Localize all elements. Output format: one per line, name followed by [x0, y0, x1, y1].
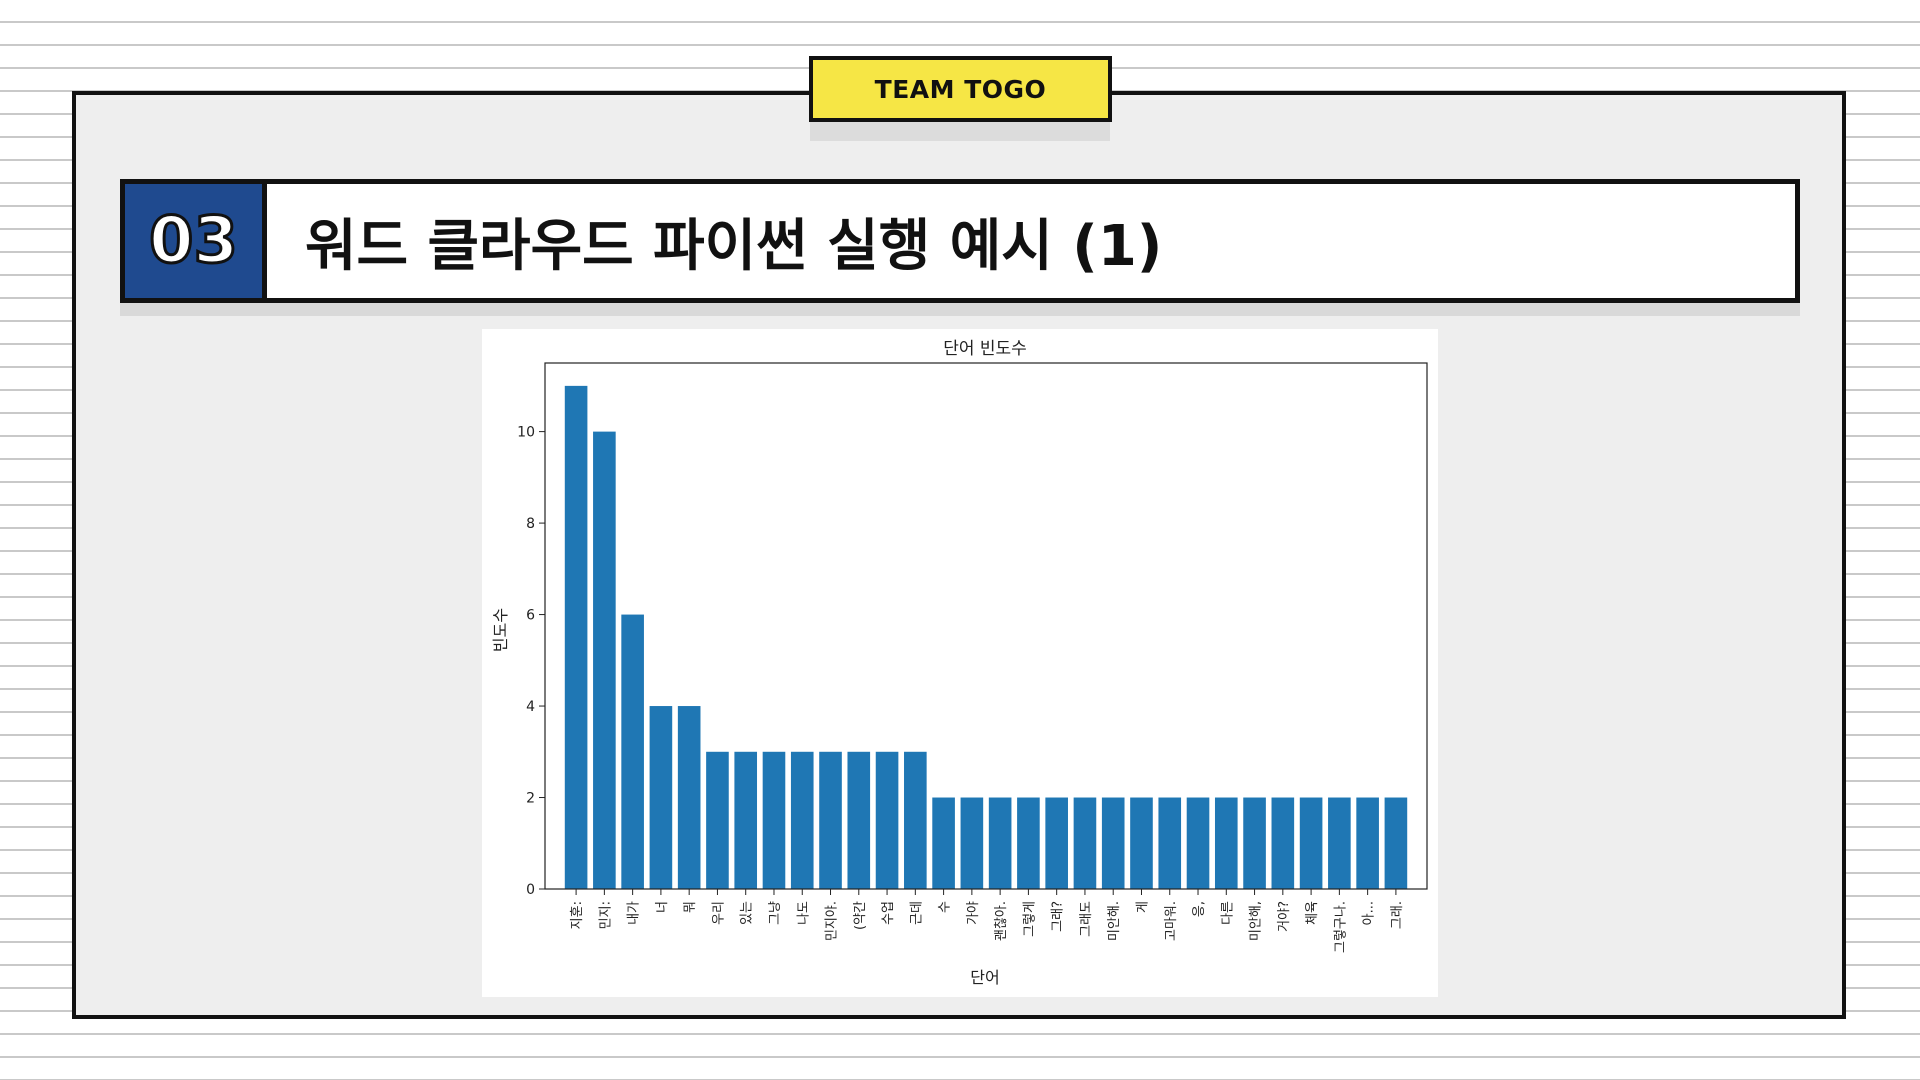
section-number: 03 — [125, 184, 267, 298]
bar-28 — [1328, 797, 1351, 889]
x-tick-label: 너 — [655, 901, 670, 913]
title-bar: 03 워드 클라우드 파이썬 실행 예시 (1) — [120, 179, 1800, 303]
bar-26 — [1271, 797, 1295, 889]
bar-20 — [1101, 797, 1125, 889]
x-tick-label: 있는 — [740, 901, 755, 925]
bar-18 — [1045, 797, 1068, 889]
x-tick-label: 민지야. — [825, 901, 840, 941]
chart-panel: 단어 빈도수 단어 빈도수 0 2 4 6 8 10 지훈: 민지: 내가 너 뭐 우리 있는 그냥 나도 민… — [482, 329, 1438, 997]
x-tick-label: 미안해. — [1107, 901, 1122, 941]
x-tick-label: 민지: — [598, 901, 613, 929]
bar-19 — [1073, 797, 1097, 889]
y-tick-label: 4 — [526, 699, 535, 715]
chart-title: 단어 빈도수 — [943, 339, 1027, 359]
x-tick-label: 우리 — [711, 901, 726, 925]
page-title: 워드 클라우드 파이썬 실행 예시 (1) — [305, 213, 1163, 279]
x-tick-label: 나도 — [796, 901, 811, 925]
x-tick-label: 수 — [938, 901, 953, 913]
x-tick-label: 미안해, — [1249, 901, 1264, 941]
plot-area: 0 2 4 6 8 10 지훈: 민지: 내가 너 뭐 우리 있는 그냥 나도 민지야. (약간 수업 근데 수 가야 괜… — [517, 362, 1428, 953]
x-tick-label: 그래. — [1390, 901, 1405, 929]
bar-14 — [932, 797, 955, 889]
bar-11 — [847, 751, 871, 889]
bar-24 — [1214, 797, 1238, 889]
x-tick-label: 거야? — [1277, 901, 1292, 932]
x-tick-label: 뭐 — [683, 901, 698, 913]
bar-3 — [621, 614, 644, 889]
x-tick-label: 그래도 — [1079, 901, 1094, 937]
x-tick-label: (약간 — [853, 901, 868, 930]
y-tick-label: 0 — [526, 882, 535, 898]
team-badge: TEAM TOGO — [809, 56, 1112, 122]
x-tick-label: 체육 — [1305, 901, 1320, 925]
bar-7 — [734, 751, 758, 889]
x-tick-label: 고마워. — [1164, 901, 1179, 941]
bar-30 — [1384, 797, 1408, 889]
bar-27 — [1299, 797, 1323, 889]
bar-1 — [564, 385, 588, 889]
x-tick-label: 근데 — [909, 901, 924, 925]
x-tick-label: 응, — [1192, 901, 1207, 917]
bar-13 — [904, 751, 927, 889]
y-axis-label: 빈도수 — [491, 608, 510, 652]
bar-25 — [1243, 797, 1266, 889]
bar-29 — [1356, 797, 1379, 889]
x-tick-label: 그래? — [1051, 901, 1066, 932]
x-tick-label: 가야 — [966, 901, 981, 925]
x-axis-label: 단어 — [970, 968, 999, 987]
x-tick-label: 그렇구나. — [1333, 901, 1348, 953]
bar-10 — [819, 751, 842, 889]
bar-chart: 단어 빈도수 단어 빈도수 0 2 4 6 8 10 지훈: 민지: 내가 너 뭐 우리 있는 그냥 나도 민… — [491, 339, 1428, 987]
x-tick-label: 그렇게 — [1022, 901, 1037, 937]
bar-12 — [875, 751, 899, 889]
y-tick-label: 10 — [517, 425, 535, 441]
bar-23 — [1186, 797, 1210, 889]
x-tick-label: 지훈: — [570, 901, 585, 929]
bar-15 — [960, 797, 984, 889]
y-tick-label: 2 — [526, 791, 535, 807]
x-tick-label: 아... — [1362, 901, 1377, 925]
x-tick-label: 게 — [1135, 901, 1150, 913]
bar-16 — [988, 797, 1012, 889]
bar-5 — [677, 706, 701, 889]
bar-8 — [762, 751, 786, 889]
bar-6 — [706, 751, 729, 889]
x-tick-label: 내가 — [627, 901, 642, 925]
y-tick-label: 6 — [526, 608, 535, 624]
x-tick-label: 수업 — [881, 901, 896, 925]
bar-21 — [1130, 797, 1153, 889]
x-tick-label: 다른 — [1220, 901, 1235, 925]
x-tick-label: 그냥 — [768, 901, 783, 925]
bar-22 — [1158, 797, 1182, 889]
bar-2 — [593, 431, 616, 889]
title-shadow — [120, 302, 1800, 316]
y-tick-label: 8 — [526, 516, 535, 532]
bar-9 — [790, 751, 814, 889]
bar-17 — [1017, 797, 1040, 889]
x-tick-label: 괜찮아. — [994, 901, 1009, 941]
bar-4 — [649, 706, 673, 889]
axes-frame — [544, 362, 1428, 890]
